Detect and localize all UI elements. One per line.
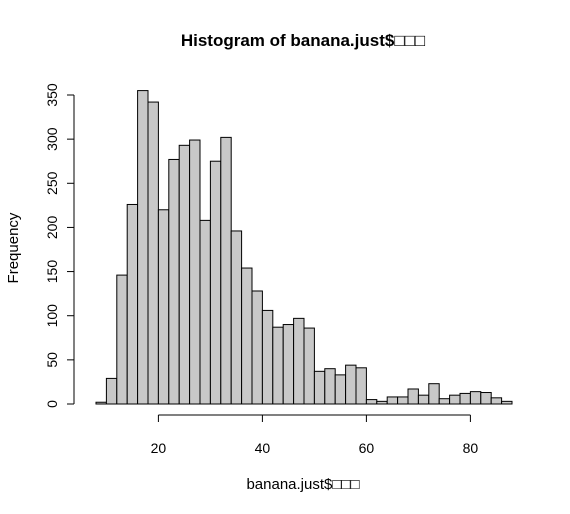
histogram-bar (272, 326, 284, 405)
y-tick-label: 200 (44, 216, 60, 240)
histogram-bar (324, 368, 336, 405)
histogram-bar (168, 158, 180, 405)
x-tick-label: 20 (151, 440, 167, 456)
histogram-bar (220, 136, 232, 405)
x-axis: 20 40 60 80 (151, 414, 479, 456)
histogram-bar (178, 144, 191, 405)
chart-title: Histogram of banana.just$□□□ (181, 31, 425, 50)
histogram-bar (251, 290, 263, 405)
histogram-bar (199, 219, 211, 405)
histogram-bar (449, 394, 461, 405)
histogram-bar (376, 400, 388, 405)
y-axis: 0 50 100 150 200 250 300 350 (44, 83, 75, 408)
histogram-bar (459, 392, 471, 405)
histogram-bar (126, 203, 139, 405)
y-tick-label: 250 (44, 171, 60, 195)
histogram-bar (313, 370, 326, 405)
histogram-bar (345, 364, 357, 405)
x-tick-label: 40 (255, 440, 271, 456)
y-tick-label: 300 (44, 127, 60, 151)
histogram-bar (428, 383, 440, 405)
histogram-bar (490, 397, 503, 405)
y-tick-label: 50 (44, 352, 60, 368)
histogram-bar (407, 388, 419, 405)
histogram-bar (95, 401, 107, 405)
bars-group (95, 90, 513, 405)
histogram-bar (303, 327, 315, 405)
y-axis-label: Frequency (5, 212, 22, 283)
histogram-bar (157, 209, 170, 405)
histogram-bar (282, 324, 295, 405)
histogram-bar (261, 309, 274, 405)
histogram-bar (116, 274, 128, 405)
y-tick-label: 150 (44, 260, 60, 284)
histogram-bar (438, 398, 451, 405)
histogram-bar (137, 90, 149, 405)
y-tick-label: 350 (44, 83, 60, 107)
x-tick-label: 60 (359, 440, 375, 456)
histogram-bar (365, 399, 378, 405)
histogram-bar (147, 101, 159, 405)
histogram-bar (241, 267, 253, 405)
histogram-bar (105, 377, 118, 405)
histogram-bar (397, 396, 409, 405)
y-tick-label: 100 (44, 304, 60, 328)
histogram-bar (469, 391, 482, 405)
histogram-bar (480, 392, 492, 405)
histogram-bar (386, 396, 399, 405)
x-tick-label: 80 (463, 440, 479, 456)
y-tick-label: 0 (44, 400, 60, 408)
histogram-bar (293, 317, 305, 405)
histogram-bar (189, 139, 201, 405)
histogram-bar (334, 374, 347, 405)
histogram-bar (417, 394, 430, 405)
histogram-bar (501, 400, 513, 405)
histogram-bar (209, 160, 222, 405)
x-axis-label: banana.just$□□□ (246, 476, 359, 493)
histogram-bar (230, 230, 243, 405)
histogram-bar (355, 367, 367, 405)
